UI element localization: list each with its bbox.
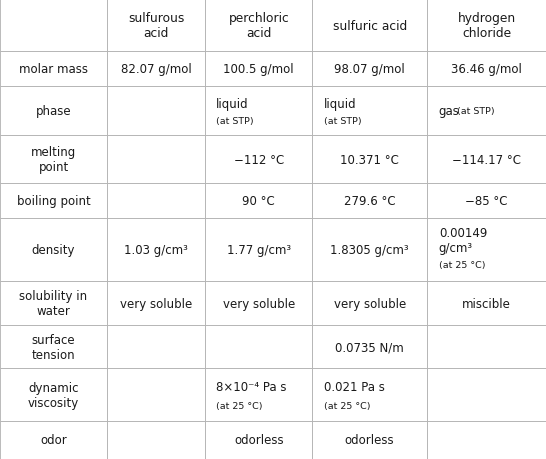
Bar — [205, 184, 312, 219]
Bar — [205, 325, 312, 369]
Bar — [205, 87, 312, 136]
Bar — [312, 184, 427, 219]
Text: odor: odor — [40, 433, 67, 446]
Bar — [312, 87, 427, 136]
Bar — [427, 219, 546, 281]
Text: gas: gas — [439, 105, 460, 118]
Text: molar mass: molar mass — [19, 63, 88, 76]
Text: −85 °C: −85 °C — [465, 195, 508, 208]
Bar — [0, 0, 107, 52]
Text: sulfurous
acid: sulfurous acid — [128, 12, 185, 40]
Bar — [107, 87, 205, 136]
Text: 0.021 Pa s: 0.021 Pa s — [324, 380, 384, 393]
Bar — [107, 325, 205, 369]
Bar — [107, 369, 205, 421]
Text: melting
point: melting point — [31, 146, 76, 174]
Bar — [205, 52, 312, 87]
Text: liquid: liquid — [216, 98, 248, 111]
Text: perchloric
acid: perchloric acid — [228, 12, 289, 40]
Bar — [427, 184, 546, 219]
Text: odorless: odorless — [345, 433, 394, 446]
Bar — [312, 325, 427, 369]
Bar — [205, 136, 312, 184]
Bar — [312, 421, 427, 459]
Text: 36.46 g/mol: 36.46 g/mol — [451, 63, 522, 76]
Bar — [107, 52, 205, 87]
Text: −112 °C: −112 °C — [234, 153, 284, 167]
Text: (at 25 °C): (at 25 °C) — [324, 401, 370, 409]
Bar — [0, 87, 107, 136]
Bar — [205, 369, 312, 421]
Bar — [205, 281, 312, 325]
Text: boiling point: boiling point — [16, 195, 91, 208]
Bar — [427, 369, 546, 421]
Bar — [427, 325, 546, 369]
Text: solubility in
water: solubility in water — [20, 289, 87, 317]
Text: (at 25 °C): (at 25 °C) — [216, 401, 263, 409]
Bar — [427, 136, 546, 184]
Text: (at 25 °C): (at 25 °C) — [439, 261, 485, 270]
Bar — [0, 52, 107, 87]
Bar — [0, 281, 107, 325]
Bar — [312, 0, 427, 52]
Text: 10.371 °C: 10.371 °C — [340, 153, 399, 167]
Bar — [205, 219, 312, 281]
Bar — [427, 281, 546, 325]
Bar — [312, 281, 427, 325]
Bar — [427, 52, 546, 87]
Bar — [312, 52, 427, 87]
Text: 100.5 g/mol: 100.5 g/mol — [223, 63, 294, 76]
Text: phase: phase — [35, 105, 72, 118]
Text: 98.07 g/mol: 98.07 g/mol — [334, 63, 405, 76]
Text: 90 °C: 90 °C — [242, 195, 275, 208]
Bar — [427, 0, 546, 52]
Text: 1.8305 g/cm³: 1.8305 g/cm³ — [330, 244, 409, 257]
Text: 1.77 g/cm³: 1.77 g/cm³ — [227, 244, 291, 257]
Bar — [427, 421, 546, 459]
Bar — [107, 136, 205, 184]
Text: (at STP): (at STP) — [216, 117, 254, 126]
Bar — [0, 325, 107, 369]
Bar — [0, 184, 107, 219]
Bar — [205, 421, 312, 459]
Bar — [107, 0, 205, 52]
Text: 0.0735 N/m: 0.0735 N/m — [335, 341, 404, 353]
Text: very soluble: very soluble — [120, 297, 192, 310]
Text: g/cm³: g/cm³ — [439, 242, 473, 255]
Text: 279.6 °C: 279.6 °C — [344, 195, 395, 208]
Bar — [107, 421, 205, 459]
Text: very soluble: very soluble — [223, 297, 295, 310]
Bar — [0, 369, 107, 421]
Bar — [312, 219, 427, 281]
Bar — [205, 0, 312, 52]
Bar — [312, 136, 427, 184]
Text: density: density — [32, 244, 75, 257]
Text: liquid: liquid — [324, 98, 357, 111]
Bar — [107, 219, 205, 281]
Bar — [312, 369, 427, 421]
Text: −114.17 °C: −114.17 °C — [452, 153, 521, 167]
Text: dynamic
viscosity: dynamic viscosity — [28, 381, 79, 409]
Bar — [107, 184, 205, 219]
Text: odorless: odorless — [234, 433, 283, 446]
Text: 0.00149: 0.00149 — [439, 226, 487, 239]
Text: hydrogen
chloride: hydrogen chloride — [458, 12, 515, 40]
Text: (at STP): (at STP) — [324, 117, 361, 126]
Text: sulfuric acid: sulfuric acid — [333, 20, 407, 33]
Text: (at STP): (at STP) — [454, 107, 495, 116]
Text: 82.07 g/mol: 82.07 g/mol — [121, 63, 192, 76]
Text: miscible: miscible — [462, 297, 511, 310]
Text: very soluble: very soluble — [334, 297, 406, 310]
Bar — [0, 136, 107, 184]
Text: 1.03 g/cm³: 1.03 g/cm³ — [124, 244, 188, 257]
Bar — [427, 87, 546, 136]
Text: surface
tension: surface tension — [32, 333, 75, 361]
Bar — [0, 219, 107, 281]
Bar — [0, 421, 107, 459]
Text: 8×10⁻⁴ Pa s: 8×10⁻⁴ Pa s — [216, 380, 287, 393]
Bar — [107, 281, 205, 325]
